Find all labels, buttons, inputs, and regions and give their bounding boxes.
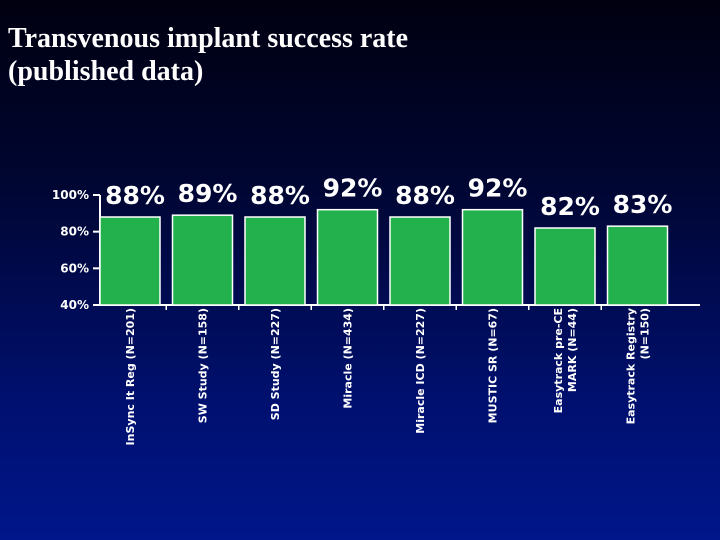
slide-title-line-2: (published data) [8, 56, 204, 87]
category-label: Miracle (N=434) [342, 308, 355, 409]
category-label: SD Study (N=227) [269, 308, 282, 420]
category-label-line: SW Study (N=158) [197, 308, 210, 423]
category-label: Easytrack Registry (N=150) [625, 308, 652, 424]
bar-value-label: 88% [395, 181, 455, 210]
y-tick-label: 100% [52, 188, 89, 202]
category-label-line: InSync It Reg (N=201) [124, 308, 137, 445]
bar-value-label: 82% [540, 192, 600, 221]
category-label: MUSTIC SR (N=67) [487, 308, 500, 423]
category-labels: InSync It Reg (N=201) SW Study (N=158) SD … [124, 308, 652, 445]
category-label: InSync It Reg (N=201) [124, 308, 137, 445]
category-label: Miracle ICD (N=227) [414, 308, 427, 434]
category-label-line: Miracle ICD (N=227) [414, 308, 427, 434]
y-tick-label: 80% [60, 225, 89, 239]
category-label-line: (N=150) [639, 308, 652, 359]
category-label: Easytrack pre-CE MARK (N=44) [552, 308, 579, 413]
category-label-line: Easytrack pre-CE [552, 308, 565, 413]
category-label-line: Miracle (N=434) [342, 308, 355, 409]
y-axis: 100% 80% 60% 40% [52, 188, 700, 312]
bar-value-label: 92% [468, 174, 528, 203]
bar [606, 225, 669, 306]
bar-value-label: 88% [105, 181, 165, 210]
bar [244, 216, 306, 306]
bar-value-label: 88% [250, 181, 310, 210]
bar-value-label: 83% [613, 190, 673, 219]
category-label-line: SD Study (N=227) [269, 308, 282, 420]
bars [99, 208, 669, 306]
category-label-line: MARK (N=44) [566, 308, 579, 392]
bar-value-label: 92% [323, 174, 383, 203]
y-tick-label: 40% [60, 298, 89, 312]
y-tick-label: 60% [60, 261, 89, 275]
bar-value-label: 89% [178, 179, 238, 208]
slide-title-line-1: Transvenous implant success rate [8, 23, 409, 54]
category-label: SW Study (N=158) [197, 308, 210, 423]
category-label-line: Easytrack Registry [625, 308, 638, 424]
bar [99, 216, 161, 306]
slide-title: Transvenous implant success rate (publis… [8, 22, 408, 88]
bar [461, 208, 524, 306]
bar [316, 208, 379, 306]
bar [171, 214, 234, 306]
category-label-line: MUSTIC SR (N=67) [487, 308, 500, 423]
bar [389, 216, 451, 306]
value-labels: 88% 89% 88% 92% 88% 92% 82% 83% [105, 174, 672, 221]
bar [534, 227, 596, 306]
